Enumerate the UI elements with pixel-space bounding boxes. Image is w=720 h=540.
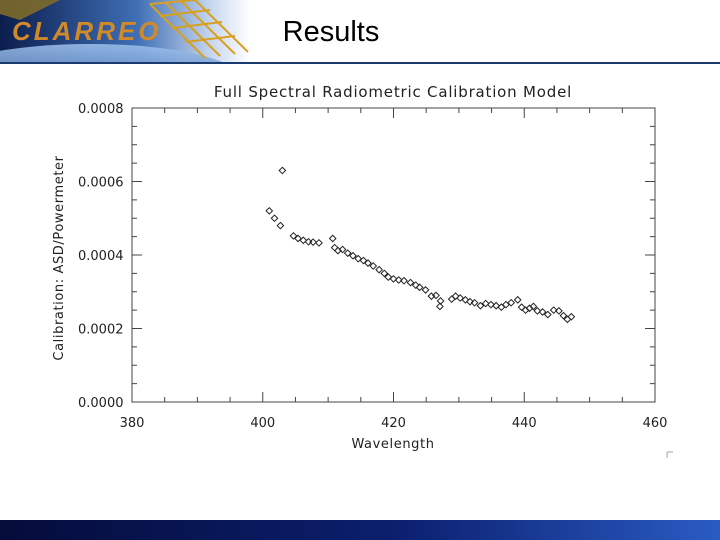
data-point: [375, 265, 384, 274]
data-point: [364, 259, 372, 267]
axes: 380 400 420 440 460 0.0000 0.0002 0.0004 0.0006 0…: [78, 102, 667, 431]
page-title: Results: [282, 16, 380, 48]
clarreo-logo: CLARREO: [0, 0, 250, 64]
data-point: [451, 292, 460, 301]
data-point: [492, 301, 501, 310]
x-tick-label: 440: [512, 416, 537, 431]
data-point: [309, 238, 317, 247]
data-point: [517, 303, 526, 312]
y-tick-label: 0.0002: [78, 323, 124, 338]
x-axis-label: Wavelength: [351, 437, 434, 452]
data-point: [549, 306, 558, 315]
data-point: [384, 273, 393, 281]
x-tick-label: 460: [643, 416, 668, 431]
data-point: [436, 302, 444, 311]
data-point: [481, 299, 490, 308]
data-point: [354, 254, 363, 263]
data-point: [470, 298, 479, 307]
data-point: [406, 278, 415, 287]
header-banner: CLARREO Results: [0, 0, 720, 64]
data-point: [278, 166, 287, 175]
x-tick-label: 420: [381, 416, 406, 431]
data-point: [466, 297, 474, 306]
data-point: [343, 249, 352, 258]
logo-text: CLARREO: [12, 16, 162, 46]
data-point: [529, 302, 538, 311]
data-point: [487, 300, 495, 309]
data-point: [476, 301, 485, 310]
data-point: [436, 297, 445, 305]
data-point: [389, 274, 398, 283]
corner-mark-icon: [666, 451, 673, 458]
data-point: [497, 303, 506, 312]
data-point: [276, 221, 285, 230]
data-point: [334, 246, 342, 255]
data-point: [432, 291, 440, 300]
header-divider: [0, 62, 720, 64]
data-point: [400, 276, 408, 285]
y-tick-label: 0.0004: [78, 249, 124, 264]
data-point: [369, 262, 378, 270]
data-point: [315, 238, 323, 247]
data-point: [411, 281, 420, 290]
data-point: [447, 295, 456, 304]
data-points: [265, 166, 576, 324]
data-point: [289, 231, 298, 240]
footer-bar: [0, 520, 720, 540]
data-point: [265, 206, 274, 215]
data-point: [456, 294, 465, 302]
data-point: [338, 245, 347, 254]
data-point: [421, 286, 430, 294]
data-point: [461, 295, 470, 304]
y-tick-label: 0.0008: [78, 102, 124, 117]
data-point: [415, 283, 424, 292]
satellite-icon: [149, 0, 249, 59]
data-point: [538, 308, 547, 316]
data-point: [567, 312, 576, 321]
data-point: [559, 311, 568, 320]
y-axis-label: Calibration: ASD/Powermeter: [52, 155, 67, 360]
data-point: [380, 269, 389, 278]
data-point: [533, 306, 542, 315]
data-point: [507, 298, 516, 307]
data-point: [330, 243, 339, 252]
data-point: [394, 276, 403, 284]
solar-panel-icon: [0, 0, 60, 20]
x-tick-label: 380: [120, 416, 145, 431]
data-point: [270, 214, 279, 223]
data-point: [543, 310, 552, 319]
x-tick-label: 400: [250, 416, 275, 431]
y-tick-label: 0.0000: [78, 396, 124, 411]
y-tick-label: 0.0006: [78, 176, 124, 191]
data-point: [359, 256, 368, 265]
data-point: [328, 234, 337, 243]
data-point: [299, 236, 308, 245]
data-point: [513, 295, 522, 304]
plot-area: [131, 107, 656, 403]
data-point: [349, 251, 357, 260]
data-point: [554, 306, 563, 315]
data-point: [294, 234, 302, 243]
chart-title: Full Spectral Radiometric Calibration Mo…: [214, 83, 572, 101]
